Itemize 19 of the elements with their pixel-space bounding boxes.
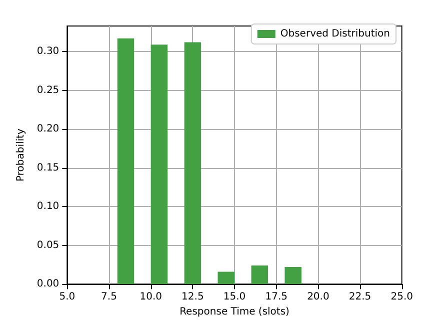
y-tick-label: 0.00	[36, 278, 60, 290]
x-tick-label: 17.5	[265, 292, 288, 303]
legend-label: Observed Distribution	[280, 28, 390, 40]
x-tick-label: 7.5	[101, 292, 117, 303]
x-axis-title: Response Time (slots)	[180, 306, 290, 318]
x-tick-label: 10.0	[140, 292, 162, 303]
y-tick-label: 0.15	[36, 162, 60, 174]
y-tick-label: 0.25	[36, 84, 60, 96]
y-tick-label: 0.30	[36, 46, 60, 58]
y-axis-title: Probability	[16, 128, 26, 182]
x-tick-label: 25.0	[390, 292, 413, 303]
y-tick-label: 0.10	[36, 201, 60, 212]
x-tick-label: 15.0	[223, 292, 246, 303]
y-tick-label: 0.05	[36, 240, 60, 251]
x-tick-label: 5.0	[59, 292, 76, 303]
x-tick-label: 20.0	[307, 292, 330, 303]
x-tick-label: 12.5	[182, 292, 204, 303]
x-tick-label: 22.5	[348, 292, 372, 303]
y-tick-label: 0.20	[36, 124, 60, 135]
